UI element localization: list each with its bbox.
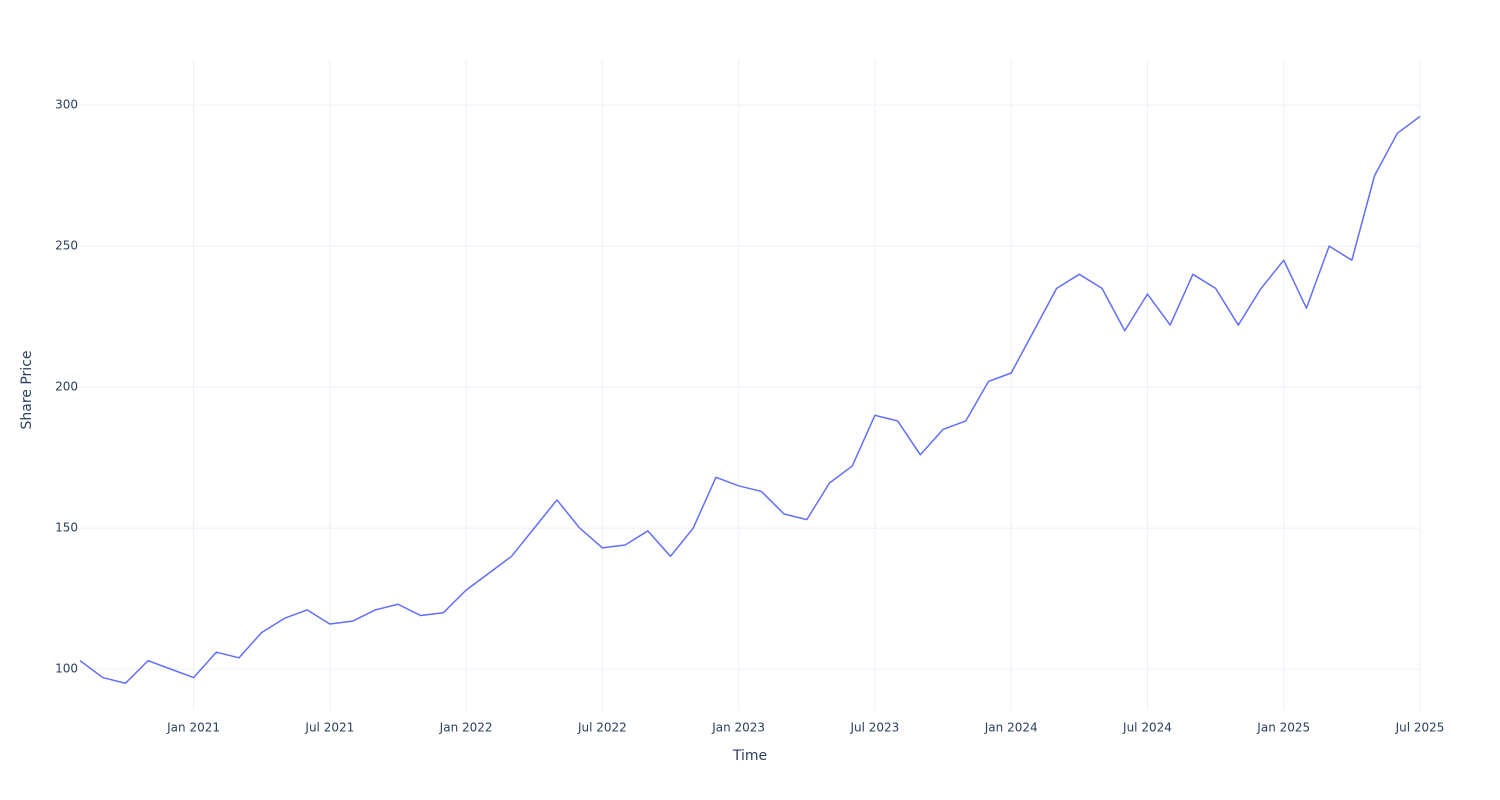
x-tick-label: Jan 2025: [1256, 721, 1310, 735]
y-tick-label: 100: [55, 662, 78, 676]
x-axis-title: Time: [732, 748, 767, 764]
x-tick-label: Jul 2024: [1122, 721, 1172, 735]
y-tick-label: 150: [55, 521, 78, 535]
line: [79, 115, 1421, 684]
x-tick-label: Jul 2025: [1395, 721, 1445, 735]
x-tick-label: Jan 2022: [439, 721, 493, 735]
x-tick-label: Jul 2022: [577, 721, 627, 735]
x-tick-label: Jul 2023: [849, 721, 899, 735]
y-tick-label: 300: [55, 98, 78, 112]
x-tick-label: Jan 2024: [984, 721, 1038, 735]
x-tick-label: Jan 2023: [711, 721, 765, 735]
y-tick-label: 200: [55, 380, 78, 394]
x-tick-label: Jul 2021: [304, 721, 354, 735]
y-tick-label: 250: [55, 239, 78, 253]
x-tick-label: Jan 2021: [166, 721, 220, 735]
y-axis-title: Share Price: [19, 350, 35, 429]
